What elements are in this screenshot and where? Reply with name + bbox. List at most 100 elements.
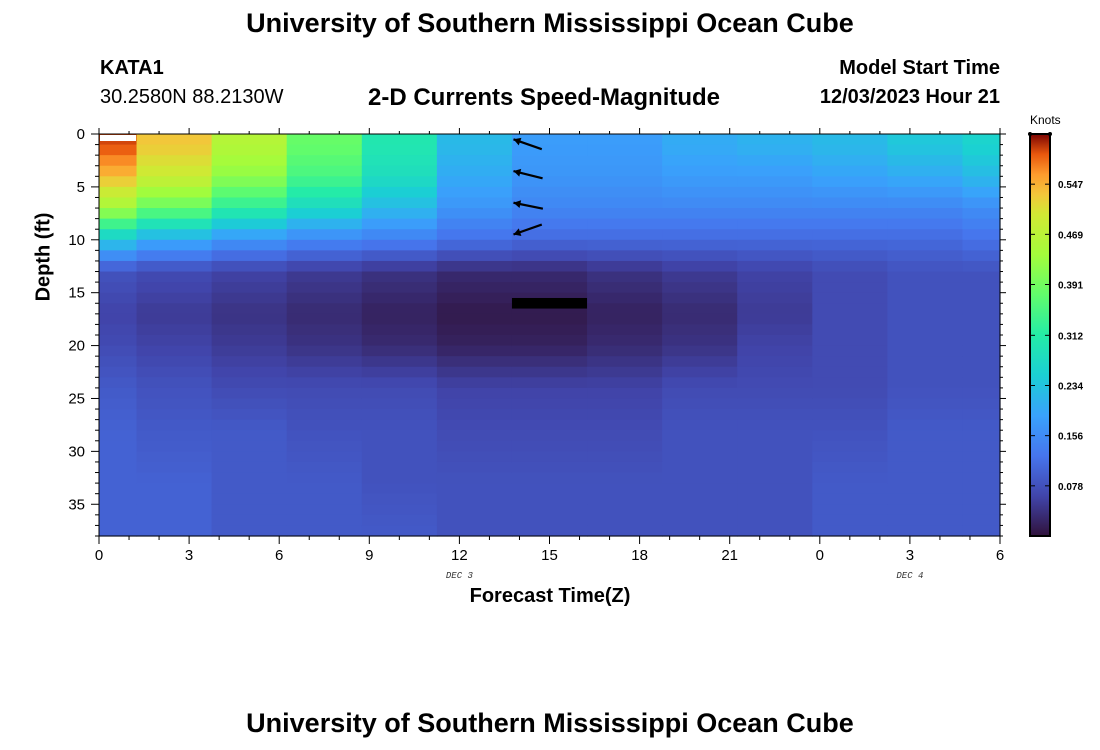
heatmap-cell — [737, 472, 813, 484]
heatmap-cell — [436, 335, 513, 347]
heatmap-cell — [99, 165, 138, 177]
heatmap-cell — [587, 409, 663, 421]
heatmap-cell — [211, 377, 288, 389]
heatmap-cell — [587, 451, 663, 463]
heatmap-cell — [812, 324, 888, 336]
heatmap-cell — [286, 260, 363, 273]
heatmap-cell — [662, 134, 738, 146]
heatmap-cell — [511, 377, 588, 389]
heatmap-cell — [436, 409, 513, 421]
heatmap-cell — [136, 345, 213, 357]
heatmap-cell — [812, 155, 888, 167]
heatmap-cell — [99, 377, 138, 389]
heatmap-cell — [211, 197, 288, 209]
heatmap-cell — [286, 197, 363, 209]
y-tick-label: 15 — [68, 285, 85, 302]
heatmap-cell — [99, 335, 138, 347]
heatmap-cell — [286, 366, 363, 378]
colorbar-end-dot — [1028, 132, 1032, 136]
heatmap-cell — [211, 525, 288, 537]
heatmap-cell — [211, 451, 288, 463]
colorbar-tick-label: 0.469 — [1058, 230, 1083, 241]
heatmap-cell — [662, 144, 738, 156]
heatmap-cell — [436, 398, 513, 410]
heatmap-cell — [587, 134, 663, 146]
heatmap-cell — [812, 303, 888, 315]
heatmap-cell — [662, 377, 738, 389]
heatmap-cell — [286, 229, 363, 241]
heatmap-cell — [737, 218, 813, 230]
heatmap-cell — [286, 419, 363, 431]
heatmap-cell — [587, 155, 663, 167]
heatmap-cell — [812, 472, 888, 484]
heatmap-cell — [211, 186, 288, 199]
heatmap-cell — [286, 430, 363, 442]
heatmap-cell — [436, 440, 513, 452]
heatmap-cell — [887, 430, 964, 442]
heatmap-cell — [361, 250, 438, 262]
colorbar-tick-label: 0.547 — [1058, 180, 1083, 191]
heatmap-cell — [962, 282, 1001, 294]
heatmap-cell — [136, 229, 213, 241]
heatmap-cell — [962, 419, 1001, 431]
heatmap-cell — [286, 155, 363, 167]
heatmap-cell — [436, 155, 513, 167]
heatmap-cell — [737, 155, 813, 167]
heatmap-cell — [662, 271, 738, 283]
heatmap-cell — [887, 377, 964, 389]
heatmap-cell — [211, 461, 288, 474]
heatmap-cell — [812, 271, 888, 283]
heatmap-cell — [99, 186, 138, 199]
heatmap-cell — [887, 250, 964, 262]
heatmap-cell — [962, 134, 1001, 146]
heatmap-cell — [662, 419, 738, 431]
day-label: DEC 4 — [896, 571, 923, 581]
heatmap-cell — [737, 419, 813, 431]
heatmap-cell — [887, 165, 964, 177]
heatmap-cell — [587, 493, 663, 505]
heatmap-cell — [962, 176, 1001, 188]
heatmap-cell — [99, 440, 138, 452]
y-tick-label: 35 — [68, 496, 85, 513]
heatmap-cell — [887, 313, 964, 326]
heatmap-cell — [211, 282, 288, 294]
heatmap-cell — [99, 345, 138, 357]
current-arrow-head — [513, 200, 522, 209]
heatmap-cell — [737, 451, 813, 463]
heatmap-cell — [436, 239, 513, 251]
heatmap-cell — [361, 356, 438, 368]
heatmap-cell — [99, 218, 138, 230]
heatmap-cell — [962, 186, 1001, 199]
heatmap-cell — [812, 239, 888, 251]
current-arrow-head — [513, 137, 522, 146]
heatmap-cell — [436, 218, 513, 230]
heatmap-cell — [286, 440, 363, 452]
heatmap-cell — [211, 335, 288, 347]
heatmap-cell — [436, 186, 513, 199]
heatmap-cell — [211, 271, 288, 283]
heatmap-cell — [812, 292, 888, 304]
heatmap-cell — [99, 155, 138, 167]
x-tick-label: 3 — [906, 547, 914, 564]
heatmap-cell — [99, 430, 138, 442]
heatmap-cell — [887, 504, 964, 516]
y-tick-label: 30 — [68, 443, 85, 460]
heatmap-cell — [812, 356, 888, 368]
heatmap-cell — [587, 514, 663, 527]
heatmap-cell — [662, 303, 738, 315]
heatmap-cell — [887, 208, 964, 220]
heatmap-cell — [361, 218, 438, 230]
heatmap-cell — [99, 208, 138, 220]
heatmap-cell — [436, 472, 513, 484]
heatmap-cell — [511, 440, 588, 452]
heatmap-cell — [587, 313, 663, 326]
heatmap-cell — [99, 250, 138, 262]
heatmap-cell — [587, 483, 663, 495]
heatmap-cell — [962, 303, 1001, 315]
marker-layer — [511, 297, 588, 309]
heatmap-cell — [511, 493, 588, 505]
heatmap-cell — [211, 155, 288, 167]
heatmap-cell — [361, 176, 438, 188]
heatmap-cell — [962, 313, 1001, 326]
